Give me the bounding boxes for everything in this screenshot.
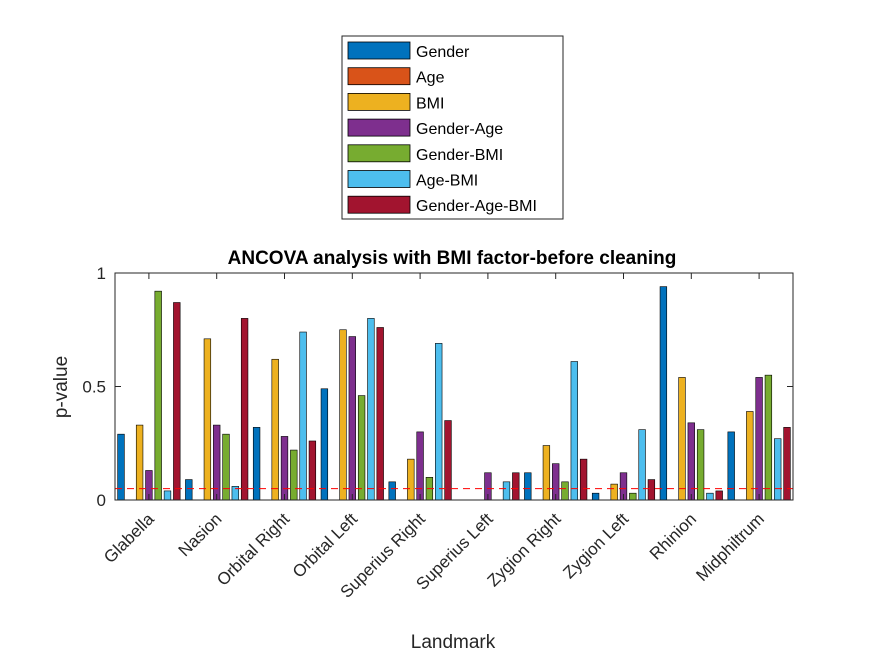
y-axis-ticks: 00.51 [82, 264, 793, 510]
legend-swatch [347, 67, 411, 86]
bar-gender-age-bmi-superius-left [512, 472, 520, 501]
legend-label: Age-BMI [416, 173, 478, 190]
x-tick-label: Rhinion [646, 509, 700, 563]
legend-swatch [347, 144, 411, 163]
legend-label: Gender-BMI [416, 147, 503, 164]
legend-label: Gender [416, 44, 470, 61]
bar-gender-age-bmi-nasion [240, 318, 249, 501]
bar-gender-age-superius-right [416, 431, 424, 501]
bar-age-bmi-orbital-left [367, 318, 375, 501]
legend-label: Gender-Age [416, 121, 503, 138]
legend-label: Age [416, 70, 445, 87]
x-tick-label: Orbital Left [289, 509, 361, 581]
legend-label: BMI [416, 95, 444, 112]
bar-gender-age-bmi-orbital-left [376, 327, 384, 501]
bar-gender-age-bmi-zygion-right [579, 458, 588, 501]
bar-bmi-superius-right [407, 458, 415, 501]
bar-gender-bmi-midphiltrum [764, 374, 773, 501]
bar-bmi-zygion-right [542, 445, 551, 501]
bar-gender-rhinion [659, 286, 668, 501]
bar-gender-age-bmi-zygion-left [647, 479, 656, 501]
x-tick-label: Zygion Left [559, 509, 632, 582]
bar-gender-midphiltrum [727, 431, 735, 501]
bar-gender-age-orbital-right [280, 436, 289, 501]
bar-gender-orbital-right [252, 427, 261, 501]
x-tick-label: Glabella [100, 509, 158, 567]
bar-gender-age-bmi-rhinion [715, 490, 723, 501]
bar-bmi-rhinion [678, 377, 686, 501]
bar-age-bmi-midphiltrum [774, 438, 782, 501]
bar-gender-superius-right [388, 481, 396, 501]
bar-gender-orbital-left [320, 388, 329, 501]
bar-age-bmi-zygion-right [570, 361, 578, 501]
x-tick-label: Nasion [175, 509, 226, 560]
bar-gender-bmi-orbital-right [290, 449, 298, 501]
bar-gender-bmi-orbital-left [357, 395, 366, 501]
bar-gender-bmi-rhinion [696, 429, 705, 501]
x-axis-label: Landmark [411, 632, 496, 653]
x-tick-label: Zygion Right [484, 509, 565, 590]
x-tick-label: Orbital Right [213, 509, 293, 589]
bar-gender-zygion-right [524, 472, 532, 501]
bar-age-bmi-zygion-left [638, 429, 646, 501]
legend-label: Gender-Age-BMI [416, 198, 537, 215]
bar-gender-age-bmi-glabella [173, 302, 181, 501]
bar-gender-bmi-zygion-left [629, 492, 637, 501]
bar-age-bmi-glabella [163, 490, 172, 501]
y-tick-label: 0 [97, 491, 106, 510]
bar-gender-bmi-nasion [222, 433, 230, 501]
bar-gender-nasion [185, 479, 193, 501]
legend-swatch [347, 118, 411, 137]
legend-swatch [347, 41, 411, 60]
bar-gender-age-bmi-orbital-right [308, 440, 317, 501]
bar-gender-age-midphiltrum [755, 377, 763, 501]
bar-gender-bmi-zygion-right [561, 481, 569, 501]
y-tick-label: 0.5 [82, 378, 106, 397]
bar-gender-bmi-glabella [154, 290, 162, 501]
bar-gender-age-bmi-superius-right [444, 420, 452, 501]
bar-bmi-midphiltrum [746, 411, 754, 501]
y-tick-label: 1 [97, 264, 106, 283]
legend-swatch [347, 170, 411, 188]
bar-age-bmi-superius-left [502, 481, 511, 501]
bar-bmi-nasion [203, 338, 212, 501]
x-tick-label: Midphiltrum [692, 509, 768, 585]
legend-swatch [347, 93, 411, 111]
bar-age-bmi-superius-right [435, 343, 443, 501]
bar-gender-zygion-left [591, 492, 600, 501]
bar-age-bmi-rhinion [706, 492, 714, 501]
legend: Gender Age BMI Gender-Age Gender-BMI Age-BMI G… [341, 35, 564, 220]
bar-bmi-orbital-left [339, 329, 347, 501]
y-axis-label: p-value [51, 356, 72, 418]
bar-bmi-zygion-left [610, 483, 618, 501]
bar-gender-glabella [117, 433, 125, 501]
bar-age-bmi-orbital-right [299, 331, 307, 501]
bar-gender-age-orbital-left [348, 336, 356, 501]
legend-swatch [347, 195, 411, 214]
bars [117, 286, 791, 501]
chart-title: ANCOVA analysis with BMI factor-before c… [228, 248, 677, 269]
bar-bmi-orbital-right [271, 358, 279, 501]
